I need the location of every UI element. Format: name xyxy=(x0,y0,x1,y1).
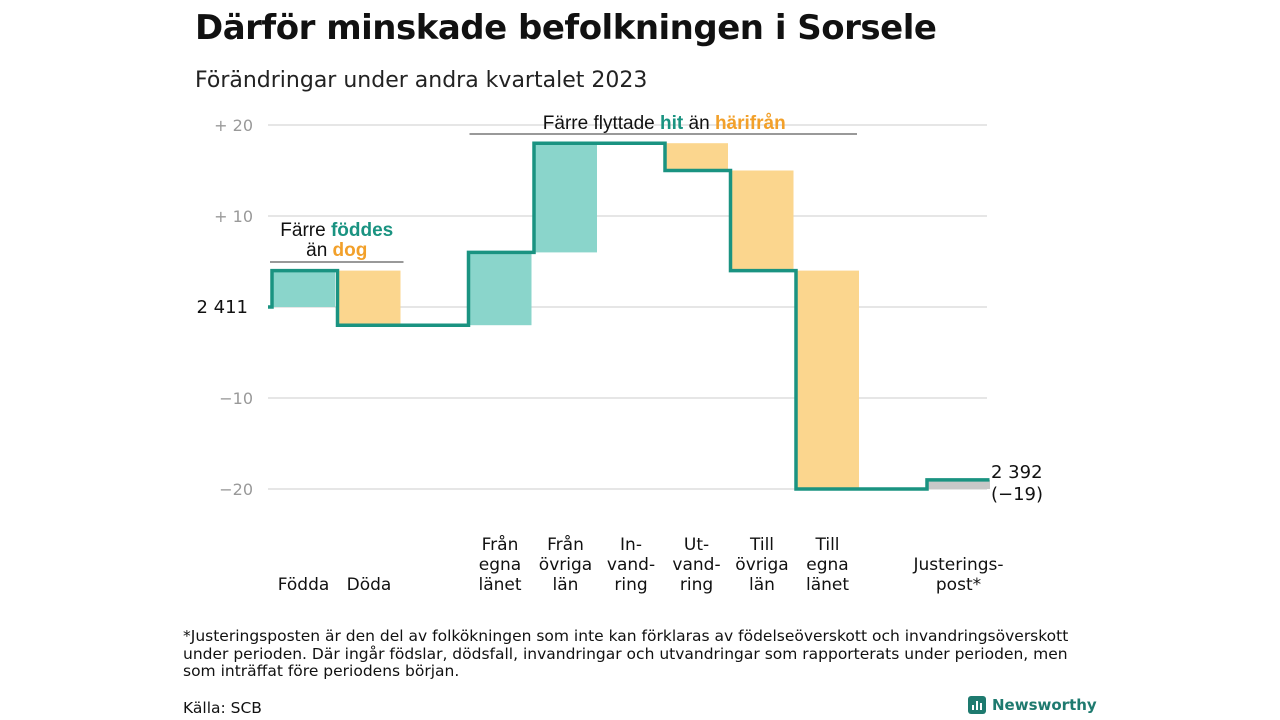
category-label: post* xyxy=(936,575,981,595)
category-label: ring xyxy=(680,575,713,595)
category-label: Från xyxy=(482,534,519,555)
category-label: Döda xyxy=(347,575,392,595)
footnote: *Justeringsposten är den del av folkökni… xyxy=(183,627,1069,680)
annotation-births-line1: Färre föddes xyxy=(280,220,393,241)
bar-chart-icon xyxy=(968,696,986,714)
waterfall-bar xyxy=(272,270,335,307)
y-tick-label: + 20 xyxy=(214,116,253,135)
newsworthy-logo: Newsworthy xyxy=(968,696,1097,714)
category-label: ring xyxy=(614,575,647,595)
category-label: län xyxy=(553,575,579,595)
category-label: egna xyxy=(806,555,848,575)
chart-title: Därför minskade befolkningen i Sorsele xyxy=(195,8,937,48)
category-label: Till xyxy=(749,535,774,555)
waterfall-bar xyxy=(927,479,990,489)
waterfall-chart: + 20 + 10 −10 −20 2 411 2 392(−19) Födda Döda Fr… xyxy=(196,113,1043,595)
category-label: Från xyxy=(547,534,584,555)
end-value-label: 2 392 xyxy=(991,462,1043,483)
waterfall-bar xyxy=(534,143,597,253)
running-total-line xyxy=(268,141,990,491)
category-label: länet xyxy=(806,575,849,595)
y-tick-label: −10 xyxy=(219,389,253,408)
waterfall-bar xyxy=(468,252,532,326)
category-label: egna xyxy=(479,555,521,575)
category-label: län xyxy=(749,575,775,595)
category-label: övriga xyxy=(539,555,592,575)
chart-subtitle: Förändringar under andra kvartalet 2023 xyxy=(195,68,648,93)
category-label: In- xyxy=(620,535,642,555)
waterfall-bar xyxy=(337,270,401,326)
y-tick-label: −20 xyxy=(219,480,253,499)
brand-name: Newsworthy xyxy=(992,696,1097,714)
source-note: Källa: SCB xyxy=(183,699,262,717)
end-change-label: (−19) xyxy=(991,484,1043,505)
start-value-label: 2 411 xyxy=(196,297,248,318)
category-label: Till xyxy=(814,535,839,555)
annotation-births-line2: än dog xyxy=(306,240,367,261)
category-label: vand- xyxy=(672,555,720,575)
category-label: länet xyxy=(478,575,521,595)
waterfall-bar xyxy=(730,170,794,271)
category-label: Födda xyxy=(278,575,330,595)
waterfall-bar xyxy=(796,270,859,489)
annotation-moves-line: Färre flyttade hit än härifrån xyxy=(543,113,786,134)
category-label: Justerings- xyxy=(912,555,1003,575)
category-label: Ut- xyxy=(684,535,709,555)
y-tick-label: + 10 xyxy=(214,207,253,226)
waterfall-bar xyxy=(665,143,728,171)
category-label: vand- xyxy=(607,555,655,575)
category-label: övriga xyxy=(735,555,788,575)
